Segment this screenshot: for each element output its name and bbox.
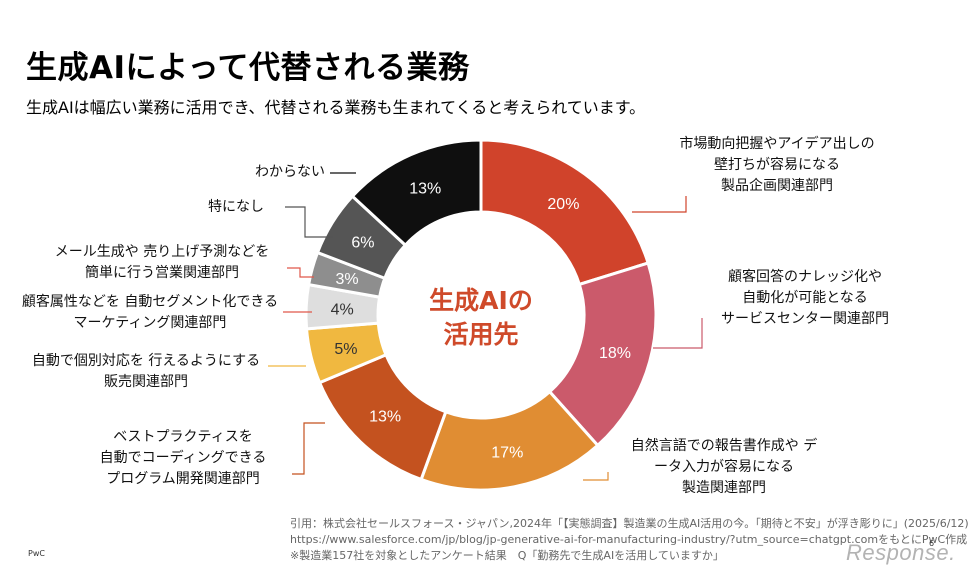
slice-category-label: 顧客属性などを 自動セグメント化できるマーケティング関連部門 [22,293,278,331]
source-citation: 引用：株式会社セールスフォース・ジャパン,2024年「【実態調査】製造業の生成A… [290,517,968,530]
leader-line [292,422,325,475]
slice-category-label: 自然言語での報告書作成や データ入力が容易になる製造関連部門 [631,437,817,496]
donut-slice [350,138,483,248]
slice-category-label: わからない [255,164,325,180]
leader-line [653,318,703,349]
survey-note: ※製造業157社を対象としたアンケート結果 Q「勤務先で生成AIを活用しています… [290,549,724,562]
donut-slice [479,138,650,287]
donut-slice [547,261,658,448]
slice-value-label: 13% [409,181,441,198]
brand-label: PwC [28,549,45,558]
slice-category-label: 顧客回答のナレッジ化や自動化が可能となるサービスセンター関連部門 [721,268,889,327]
page-number: 6 [929,539,935,548]
leader-line [287,267,314,278]
leader-line [583,472,609,481]
leader-line [285,206,333,238]
slice-value-label: 13% [369,409,401,426]
leader-line [632,196,687,213]
slice-category-label: メール生成や 売り上げ予測などを簡単に行う営業関連部門 [55,244,269,281]
slice-value-label: 6% [351,235,374,252]
slice-value-label: 3% [335,271,358,288]
source-footnote: 引用：株式会社セールスフォース・ジャパン,2024年「【実態調査】製造業の生成A… [290,516,968,564]
slice-value-label: 5% [334,341,357,358]
slice-category-label: 自動で個別対応を 行えるようにする販売関連部門 [32,353,260,390]
slice-category-label: ベストプラクティスを自動でコーディングできるプログラム開発関連部門 [100,429,267,487]
slice-category-label: 市場動向把握やアイデア出しの壁打ちが容易になる製品企画関連部門 [679,135,874,194]
slice-category-label: 特になし [208,199,264,215]
watermark-logo: Response. [846,540,956,565]
slice-value-label: 18% [599,345,631,362]
page-title: 生成AIによって代替される業務 [26,50,470,86]
page-subtitle: 生成AIは幅広い業務に活用でき、代替される業務も生まれてくると考えられています。 [26,98,646,117]
slice-value-label: 4% [331,301,354,318]
source-url: https://www.salesforce.com/jp/blog/jp-ge… [290,533,968,546]
slice-value-label: 20% [547,196,579,213]
donut-chart: 20% 18% 17% 13% 5% 4% 3% 6% 13% 市場動向把握やアイデア出しの壁打… [22,135,889,496]
center-label: 生成AIの活用先 [429,286,533,349]
slice-value-label: 17% [491,444,523,461]
